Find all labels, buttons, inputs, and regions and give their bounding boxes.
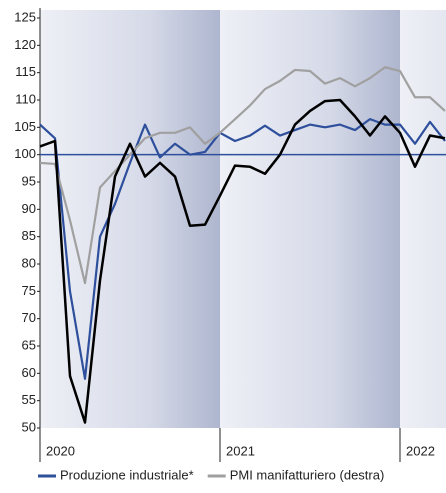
y-tick-label: 105: [14, 119, 36, 134]
background: [40, 10, 446, 428]
y-tick-label: 80: [22, 255, 36, 270]
x-tick-label: 2021: [226, 443, 255, 458]
y-tick-label: 95: [22, 173, 36, 188]
series-line: [39, 66, 446, 285]
y-tick-label: 125: [14, 9, 36, 24]
y-tick-label: 60: [22, 365, 36, 380]
year-band: [400, 10, 446, 428]
y-tick-label: 55: [22, 392, 36, 407]
y-tick-label: 100: [14, 146, 36, 161]
y-tick-label: 110: [15, 91, 36, 106]
year-band: [40, 10, 220, 428]
series-line: [39, 98, 446, 424]
x-tick-label: 2022: [406, 443, 435, 458]
y-tick-label: 120: [14, 37, 36, 52]
legend-label: Produzione industriale*: [60, 467, 194, 482]
y-tick-label: 75: [22, 283, 36, 298]
y-tick-label: 50: [22, 419, 36, 434]
legend-label: PMI manifatturiero (destra): [230, 467, 385, 482]
year-band: [220, 10, 400, 428]
y-tick-label: 115: [15, 64, 36, 79]
y-tick-label: 85: [22, 228, 36, 243]
y-tick-label: 90: [22, 201, 36, 216]
x-tick-label: 2020: [46, 443, 75, 458]
y-tick-label: 65: [22, 337, 36, 352]
y-tick-label: 70: [22, 310, 36, 325]
